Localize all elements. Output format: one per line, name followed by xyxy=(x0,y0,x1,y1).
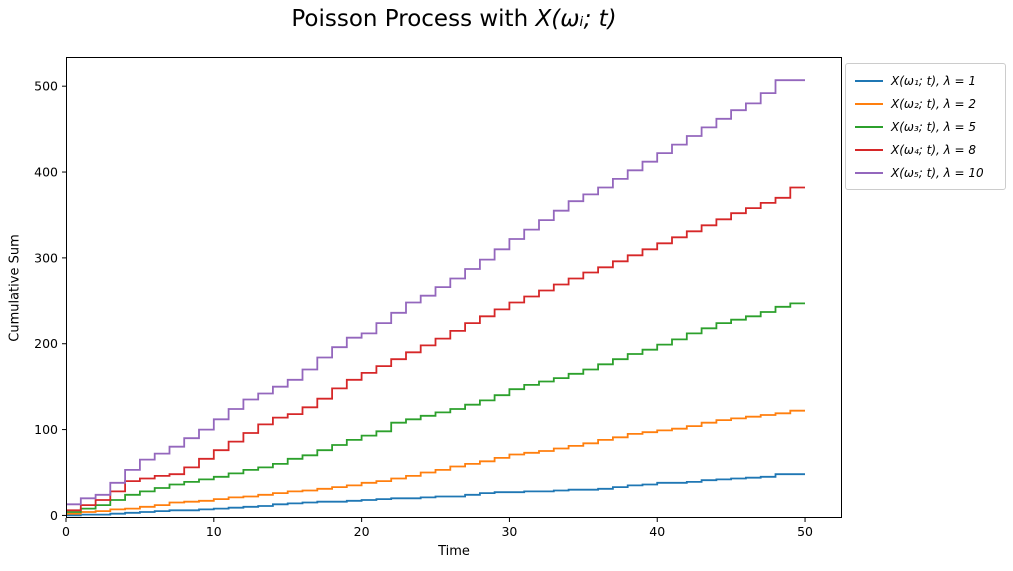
legend-item-3: X(ω₃; t), λ = 5 xyxy=(855,118,996,135)
x-tick-label: 0 xyxy=(62,524,70,539)
axes-frame xyxy=(66,57,842,518)
x-tick-label: 50 xyxy=(797,524,813,539)
legend-label: X(ω₄; t), λ = 8 xyxy=(891,142,977,157)
series-line-4 xyxy=(66,186,805,512)
x-tick-label: 30 xyxy=(501,524,517,539)
legend-label: X(ω₂; t), λ = 2 xyxy=(891,96,977,111)
legend-item-2: X(ω₂; t), λ = 2 xyxy=(855,95,996,112)
legend-item-5: X(ω₅; t), λ = 10 xyxy=(855,164,996,181)
x-axis-label: Time xyxy=(438,544,470,559)
x-tick-label: 10 xyxy=(206,524,222,539)
legend-line-sample xyxy=(855,171,883,174)
series-line-2 xyxy=(66,409,805,515)
series-line-3 xyxy=(66,302,805,513)
chart-title: Poisson Process with X(ωᵢ; t) xyxy=(66,6,842,32)
y-tick-label: 500 xyxy=(34,79,58,94)
chart-title-math: X(ωᵢ; t) xyxy=(535,6,617,32)
legend-item-4: X(ω₄; t), λ = 8 xyxy=(855,141,996,158)
x-tick-label: 40 xyxy=(649,524,665,539)
y-tick-label: 400 xyxy=(34,165,58,180)
legend-line-sample xyxy=(855,102,883,105)
legend-label: X(ω₅; t), λ = 10 xyxy=(891,165,984,180)
legend-line-sample xyxy=(855,79,883,82)
y-tick-label: 200 xyxy=(34,336,58,351)
x-tick-label: 20 xyxy=(354,524,370,539)
legend: X(ω₁; t), λ = 1 X(ω₂; t), λ = 2 X(ω₃; t), … xyxy=(845,63,1006,190)
legend-line-sample xyxy=(855,148,883,151)
legend-item-1: X(ω₁; t), λ = 1 xyxy=(855,72,996,89)
legend-line-sample xyxy=(855,125,883,128)
series-line-1 xyxy=(66,473,805,517)
y-tick-label: 100 xyxy=(34,422,58,437)
chart-title-text: Poisson Process with xyxy=(291,6,536,32)
legend-label: X(ω₃; t), λ = 5 xyxy=(891,119,977,134)
y-tick-label: 300 xyxy=(34,250,58,265)
legend-label: X(ω₁; t), λ = 1 xyxy=(891,73,977,88)
series-line-5 xyxy=(66,79,805,506)
y-tick-label: 0 xyxy=(50,508,58,523)
